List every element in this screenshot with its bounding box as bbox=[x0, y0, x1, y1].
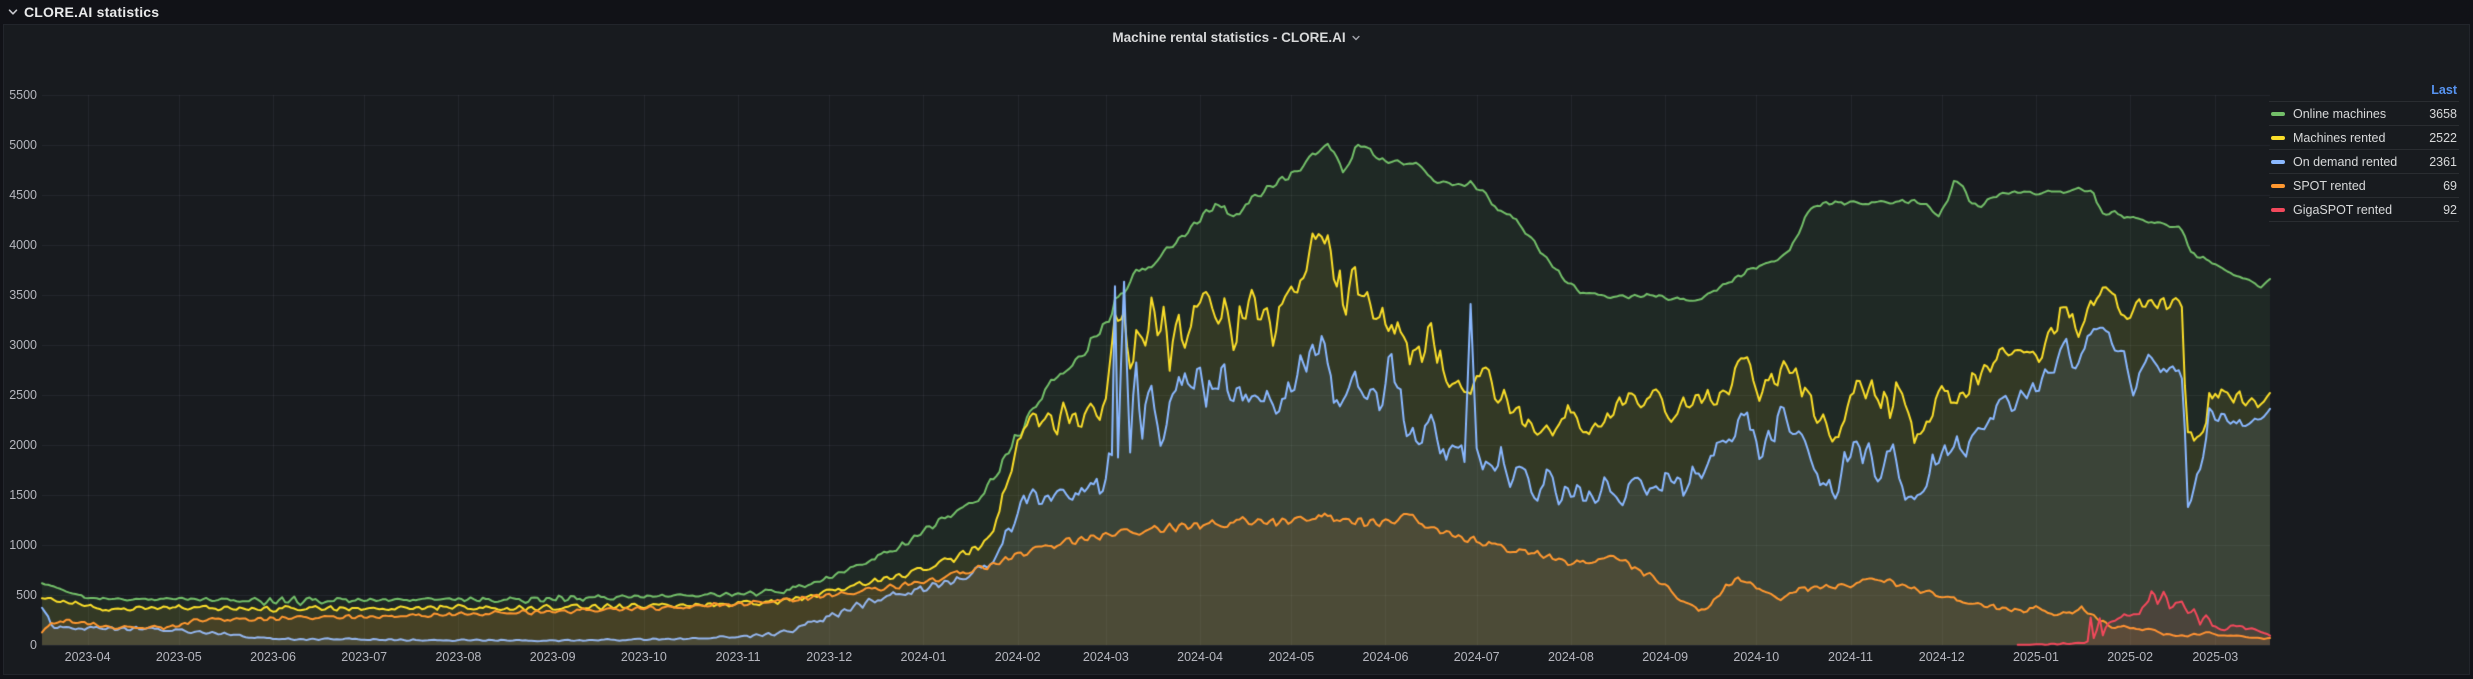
x-tick-label: 2023-11 bbox=[716, 650, 761, 664]
x-tick-label: 2024-03 bbox=[1083, 650, 1129, 664]
y-tick-label: 4500 bbox=[4, 188, 37, 202]
legend-column-header-last: Last bbox=[2269, 79, 2459, 102]
legend-series-name: GigaSPOT rented bbox=[2293, 203, 2435, 217]
legend-item-gigaspot-rented[interactable]: GigaSPOT rented 92 bbox=[2269, 198, 2459, 222]
y-tick-label: 5000 bbox=[4, 138, 37, 152]
x-tick-label: 2023-09 bbox=[530, 650, 576, 664]
y-tick-label: 5500 bbox=[4, 88, 37, 102]
legend-last-value: 2522 bbox=[2429, 131, 2457, 145]
legend: Last Online machines 3658 Machines rented 2… bbox=[2269, 79, 2459, 222]
y-tick-label: 2500 bbox=[4, 388, 37, 402]
series-color-swatch bbox=[2271, 208, 2285, 212]
legend-item-online-machines[interactable]: Online machines 3658 bbox=[2269, 102, 2459, 126]
panel-body: 0 500 1000 1500 2000 2500 3000 3500 4000 4500 5000… bbox=[4, 49, 2469, 674]
x-tick-label: 2024-06 bbox=[1363, 650, 1409, 664]
legend-series-name: On demand rented bbox=[2293, 155, 2421, 169]
x-tick-label: 2024-11 bbox=[1828, 650, 1873, 664]
x-tick-label: 2024-12 bbox=[1919, 650, 1965, 664]
x-tick-label: 2025-03 bbox=[2192, 650, 2238, 664]
series-color-swatch bbox=[2271, 160, 2285, 164]
x-tick-label: 2023-12 bbox=[806, 650, 852, 664]
x-tick-label: 2023-04 bbox=[65, 650, 111, 664]
y-tick-label: 0 bbox=[4, 638, 37, 652]
legend-item-machines-rented[interactable]: Machines rented 2522 bbox=[2269, 126, 2459, 150]
y-tick-label: 4000 bbox=[4, 238, 37, 252]
panel-title-button[interactable]: Machine rental statistics - CLORE.AI bbox=[4, 25, 2469, 49]
y-tick-label: 1000 bbox=[4, 538, 37, 552]
legend-series-name: SPOT rented bbox=[2293, 179, 2435, 193]
y-tick-label: 2000 bbox=[4, 438, 37, 452]
legend-item-on-demand-rented[interactable]: On demand rented 2361 bbox=[2269, 150, 2459, 174]
x-tick-label: 2024-04 bbox=[1177, 650, 1223, 664]
panel-title: Machine rental statistics - CLORE.AI bbox=[1112, 30, 1345, 45]
series-color-swatch bbox=[2271, 112, 2285, 116]
legend-last-value: 69 bbox=[2443, 179, 2457, 193]
y-tick-label: 3000 bbox=[4, 338, 37, 352]
x-tick-label: 2025-01 bbox=[2013, 650, 2059, 664]
row-title: CLORE.AI statistics bbox=[24, 4, 159, 20]
legend-last-value: 3658 bbox=[2429, 107, 2457, 121]
x-tick-label: 2024-08 bbox=[1548, 650, 1594, 664]
x-tick-label: 2024-09 bbox=[1642, 650, 1688, 664]
chevron-down-icon bbox=[1351, 33, 1361, 43]
x-tick-label: 2024-02 bbox=[995, 650, 1041, 664]
x-tick-label: 2023-10 bbox=[621, 650, 667, 664]
x-tick-label: 2023-06 bbox=[250, 650, 296, 664]
timeseries-panel: Machine rental statistics - CLORE.AI 0 50… bbox=[3, 24, 2470, 675]
y-tick-label: 3500 bbox=[4, 288, 37, 302]
y-tick-label: 1500 bbox=[4, 488, 37, 502]
x-tick-label: 2023-05 bbox=[156, 650, 202, 664]
x-tick-label: 2024-10 bbox=[1733, 650, 1779, 664]
x-tick-label: 2024-05 bbox=[1268, 650, 1314, 664]
x-tick-label: 2023-07 bbox=[341, 650, 387, 664]
x-tick-label: 2024-07 bbox=[1454, 650, 1500, 664]
legend-last-value: 2361 bbox=[2429, 155, 2457, 169]
legend-series-name: Machines rented bbox=[2293, 131, 2421, 145]
legend-last-value: 92 bbox=[2443, 203, 2457, 217]
y-tick-label: 500 bbox=[4, 588, 37, 602]
chevron-down-icon bbox=[7, 6, 19, 18]
dashboard-row-header[interactable]: CLORE.AI statistics bbox=[0, 0, 2473, 24]
legend-series-name: Online machines bbox=[2293, 107, 2421, 121]
x-tick-label: 2025-02 bbox=[2107, 650, 2153, 664]
x-tick-label: 2023-08 bbox=[435, 650, 481, 664]
legend-item-spot-rented[interactable]: SPOT rented 69 bbox=[2269, 174, 2459, 198]
series-color-swatch bbox=[2271, 184, 2285, 188]
series-color-swatch bbox=[2271, 136, 2285, 140]
time-series-chart[interactable] bbox=[4, 49, 2469, 674]
x-tick-label: 2024-01 bbox=[901, 650, 947, 664]
